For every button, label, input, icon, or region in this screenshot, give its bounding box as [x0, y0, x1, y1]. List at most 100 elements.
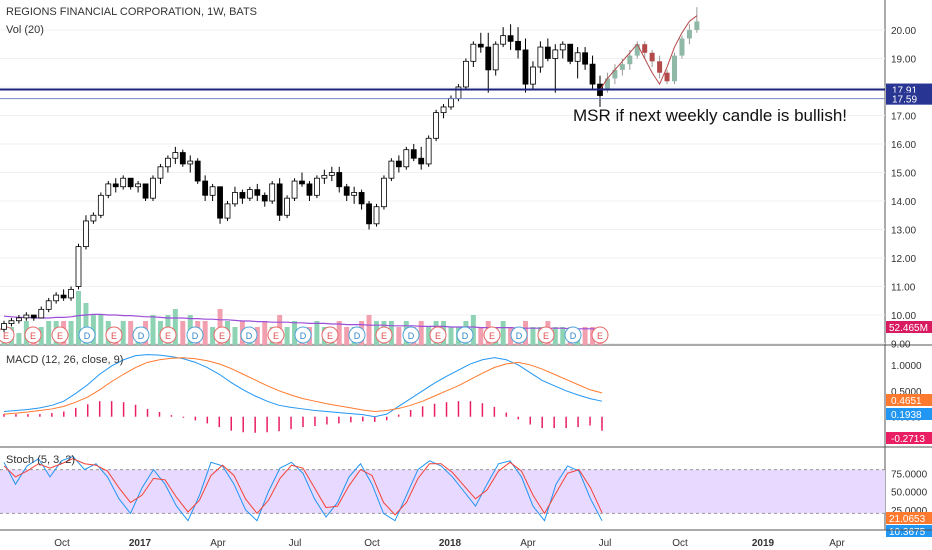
candle-body: [500, 35, 507, 45]
candle-body: [351, 192, 358, 196]
candle-body: [97, 194, 104, 216]
volume-bar: [426, 327, 432, 345]
price-tick-label: 15.00: [891, 169, 916, 180]
candle-body: [224, 203, 231, 219]
volume-bar: [46, 321, 52, 345]
stoch-k-line: [3, 455, 603, 522]
projection-body: [619, 64, 625, 70]
volume-bar: [16, 333, 22, 345]
projection-body: [657, 61, 663, 73]
volume-bar: [336, 321, 342, 345]
signal-line: [3, 357, 603, 415]
stoch-band: [0, 469, 885, 514]
event-marker-label: D: [84, 331, 91, 341]
candle-body: [68, 288, 74, 299]
macd-readout-label: 0.1938: [891, 410, 922, 421]
candle-body: [537, 46, 544, 68]
macd-readout-label: -0.2713: [891, 434, 925, 445]
projection-body: [604, 78, 610, 90]
candle-body: [232, 192, 238, 205]
candle-body: [135, 183, 142, 188]
candle-body: [388, 160, 395, 179]
projection-body: [694, 21, 700, 30]
volume-bar: [470, 315, 476, 345]
event-marker: [537, 326, 555, 344]
event-marker: [294, 326, 312, 344]
candle-body: [202, 180, 209, 196]
volume-bar: [128, 321, 134, 345]
time-tick-label: Apr: [210, 538, 226, 549]
candle-body: [157, 166, 164, 179]
candle-body: [410, 149, 417, 159]
volume-bar: [98, 315, 104, 345]
volume-value-box: [886, 321, 932, 333]
stoch-tick-label: 50.0000: [891, 488, 928, 499]
stoch-readout-label: 10.3675: [889, 527, 926, 538]
candle-body: [254, 189, 261, 196]
event-marker-label: D: [516, 331, 523, 341]
event-marker: [105, 326, 123, 344]
candle-body: [105, 183, 112, 196]
candle-body: [299, 180, 305, 185]
candle-body: [30, 314, 37, 319]
candle-body: [60, 294, 67, 299]
candle-body: [567, 43, 574, 62]
candle-body: [507, 35, 514, 42]
stoch-readout-box: [886, 512, 932, 524]
candle-body: [433, 112, 440, 139]
candle-body: [209, 186, 216, 196]
time-tick-label: Oct: [672, 538, 688, 549]
candle-body: [172, 152, 179, 159]
price-pane[interactable]: 20.0019.0018.0017.0016.0015.0014.0013.00…: [0, 0, 932, 530]
event-marker: [186, 326, 204, 344]
event-marker: [78, 326, 96, 344]
candle-body: [492, 43, 499, 71]
projection-path: [599, 15, 698, 91]
candle-body: [127, 177, 134, 188]
event-marker-label: E: [111, 331, 117, 341]
time-tick-label: 2019: [752, 538, 775, 549]
candle-body: [358, 192, 365, 205]
volume-ma-line: [3, 313, 600, 330]
projection-body: [627, 55, 633, 65]
stoch-label: Stoch (5, 3, 2): [6, 454, 75, 466]
volume-bar: [314, 321, 320, 345]
price-tick-label: 13.00: [891, 226, 916, 237]
volume-bar: [232, 327, 238, 345]
event-marker: [591, 326, 609, 344]
candle-body: [589, 63, 596, 85]
volume-bar: [210, 327, 216, 345]
event-marker: [483, 326, 501, 344]
event-marker: [159, 326, 177, 344]
candle-body: [552, 49, 559, 59]
volume-bar: [500, 321, 506, 345]
annotation-text: MSR if next weekly candle is bullish!: [573, 106, 847, 125]
time-axis[interactable]: Oct 2017 Apr Jul Oct 2018 Apr Jul Oct 2019 Apr: [0, 529, 932, 549]
event-marker-label: D: [462, 331, 469, 341]
candle-body: [425, 137, 432, 165]
event-marker: [132, 326, 150, 344]
macd-readout-label: 0.4651: [891, 396, 922, 407]
volume-bar: [172, 309, 178, 345]
candle-body: [395, 160, 402, 168]
candle-body: [239, 192, 246, 199]
time-tick-label: Apr: [520, 538, 536, 549]
volume-bar: [396, 327, 402, 345]
volume-bar: [150, 315, 156, 345]
candle-body: [269, 183, 276, 202]
candle-body: [306, 183, 313, 196]
event-marker: [429, 326, 447, 344]
projection-body: [686, 29, 692, 39]
price-tick-label: 19.00: [891, 54, 916, 65]
event-marker-label: D: [246, 331, 253, 341]
volume-bar: [530, 327, 536, 345]
event-marker-label: D: [408, 331, 415, 341]
time-tick-label: Jul: [289, 538, 302, 549]
candle-body: [291, 180, 298, 199]
event-marker-label: D: [192, 331, 199, 341]
event-marker: [402, 326, 420, 344]
candle-body: [90, 214, 97, 222]
